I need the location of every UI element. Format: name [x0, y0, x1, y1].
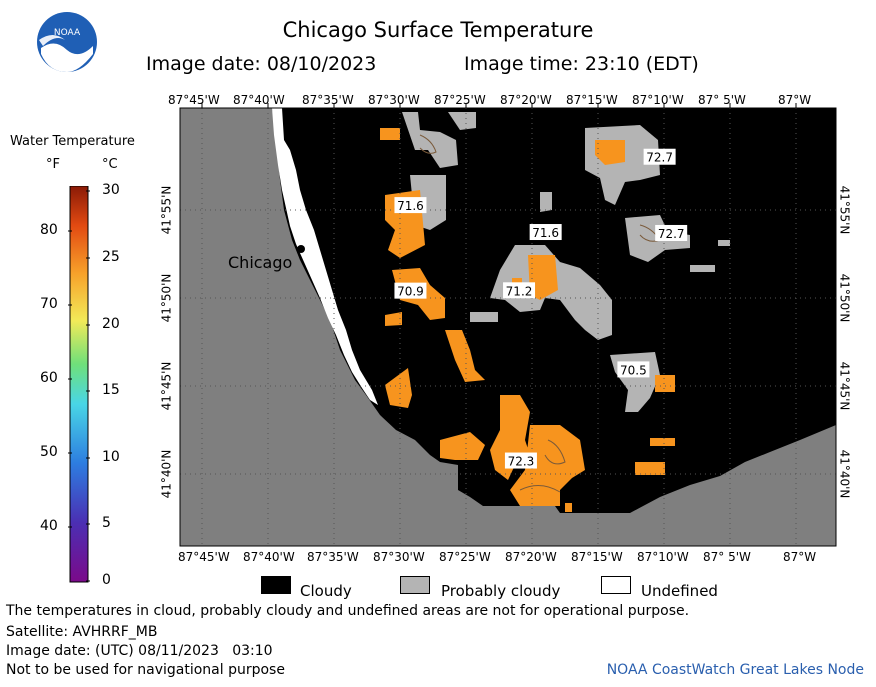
- image-date: Image date: 08/10/2023: [146, 53, 377, 75]
- lon-label: 87°15'W: [571, 550, 623, 564]
- lon-label: 87°40'W: [243, 550, 295, 564]
- temp-label: 71.6: [529, 224, 562, 241]
- graticule: [180, 108, 836, 546]
- satellite: Satellite: AVHRRF_MB: [6, 624, 158, 640]
- c-tick: 10: [102, 449, 120, 465]
- temp-label-text: 71.6: [397, 199, 424, 213]
- utc-date: Image date: (UTC) 08/11/2023 03:10: [6, 643, 273, 659]
- temp-label: 71.2: [503, 282, 536, 299]
- undefined-label: Undefined: [641, 582, 718, 600]
- lat-label: 41°45'N: [159, 361, 174, 411]
- credit: NOAA CoastWatch Great Lakes Node: [606, 662, 864, 678]
- lon-label: 87°45'W: [168, 93, 220, 107]
- lon-label: 87°10'W: [637, 550, 689, 564]
- lat-label: 41°45'N: [837, 361, 852, 411]
- map-tick-marks: [201, 103, 797, 108]
- f-tick: 60: [40, 370, 58, 386]
- lon-label: 87°25'W: [434, 93, 486, 107]
- temp-label-text: 71.6: [532, 226, 559, 240]
- lon-label: 87°W: [783, 550, 817, 564]
- lon-label: 87°W: [778, 93, 812, 107]
- temp-label-text: 72.7: [646, 151, 673, 165]
- disclaimer: The temperatures in cloud, probably clou…: [6, 603, 690, 619]
- lon-label: 87°35'W: [302, 93, 354, 107]
- temp-label: 72.7: [643, 148, 676, 165]
- lon-label: 87° 5'W: [703, 550, 751, 564]
- lat-label: 41°55'N: [159, 185, 174, 235]
- lon-label: 87°20'W: [505, 550, 557, 564]
- temp-label: 70.9: [394, 282, 427, 299]
- lat-label: 41°40'N: [837, 449, 852, 499]
- c-tick: 25: [102, 249, 120, 265]
- cloudy-swatch: [261, 576, 291, 594]
- lat-label: 41°50'N: [159, 273, 174, 323]
- temp-label-text: 72.7: [658, 227, 685, 241]
- c-tick: 15: [102, 382, 120, 398]
- noaa-logo-icon: NOAA: [37, 12, 97, 72]
- lon-label: 87°25'W: [439, 550, 491, 564]
- c-tick: 30: [102, 182, 120, 198]
- lon-label: 87°30'W: [373, 550, 425, 564]
- c-tick: 0: [102, 572, 111, 588]
- cloudy-label: Cloudy: [300, 582, 352, 600]
- unit-celsius: °C: [102, 157, 118, 172]
- warm-water-patches: [380, 128, 675, 512]
- image-time: Image time: 23:10 (EDT): [464, 53, 699, 75]
- f-tick: 80: [40, 222, 58, 238]
- temp-label: 72.7: [655, 224, 688, 241]
- legend-title: Water Temperature: [10, 134, 135, 149]
- undefined-swatch: [601, 576, 631, 594]
- lon-label: 87°15'W: [566, 93, 618, 107]
- logo-text: NOAA: [54, 28, 81, 38]
- f-tick: 70: [40, 296, 58, 312]
- lon-label: 87°10'W: [632, 93, 684, 107]
- lon-label: 87° 5'W: [698, 93, 746, 107]
- lat-label: 41°40'N: [159, 449, 174, 499]
- c-tick: 20: [102, 316, 120, 332]
- temp-label-text: 71.2: [506, 284, 533, 298]
- f-tick: 50: [40, 444, 58, 460]
- undefined-area: [272, 108, 378, 405]
- temp-label-text: 70.9: [397, 285, 424, 299]
- temp-label-text: 70.5: [620, 363, 647, 377]
- nav-warning: Not to be used for navigational purpose: [6, 662, 285, 678]
- unit-fahrenheit: °F: [46, 157, 60, 172]
- city-label: Chicago: [228, 253, 293, 272]
- lon-label: 87°35'W: [307, 550, 359, 564]
- lat-label: 41°55'N: [837, 185, 852, 235]
- page-title: Chicago Surface Temperature: [282, 18, 594, 42]
- lon-label: 87°40'W: [233, 93, 285, 107]
- temp-label: 71.6: [394, 197, 427, 214]
- lon-label: 87°45'W: [178, 550, 230, 564]
- temp-label: 72.3: [504, 452, 537, 469]
- lat-label: 41°50'N: [837, 273, 852, 323]
- temperature-contours: [419, 134, 661, 493]
- probably-cloudy-label: Probably cloudy: [441, 582, 561, 600]
- lon-label: 87°30'W: [368, 93, 420, 107]
- f-tick: 40: [40, 518, 58, 534]
- chicago-marker: [297, 245, 305, 253]
- temperature-color-bar: [68, 186, 90, 583]
- c-tick: 5: [102, 515, 111, 531]
- temp-label-text: 72.3: [508, 455, 535, 469]
- probably-cloudy-swatch: [400, 576, 430, 594]
- lon-label: 87°20'W: [500, 93, 552, 107]
- temp-label: 70.5: [617, 361, 650, 378]
